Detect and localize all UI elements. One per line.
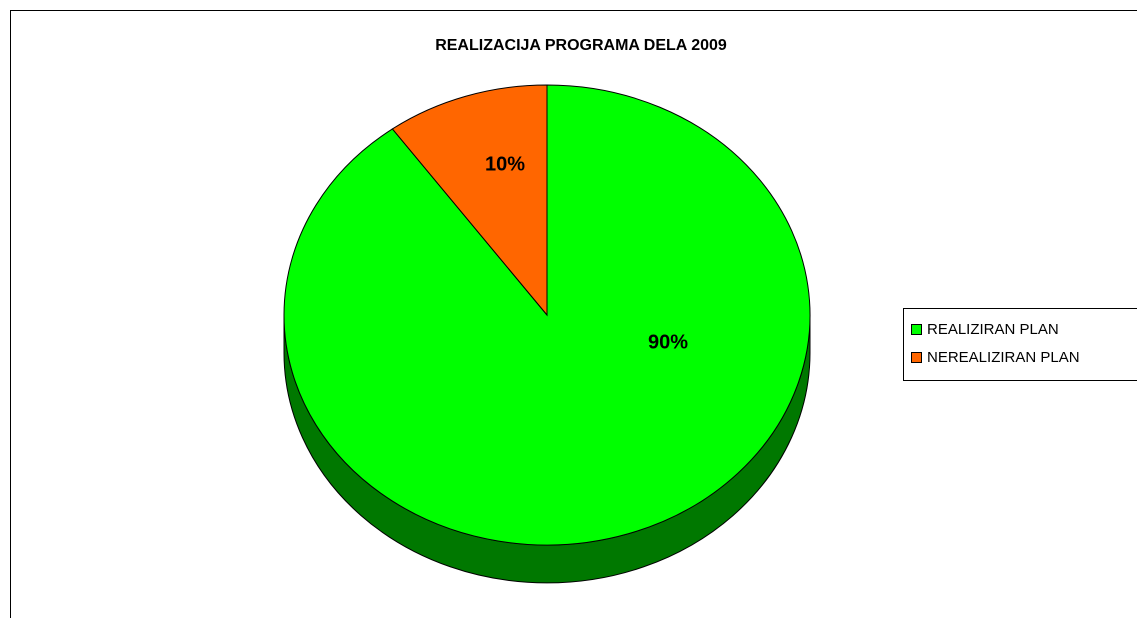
legend xyxy=(903,308,1137,381)
data-label: 10% xyxy=(485,153,525,175)
legend-label: NEREALIZIRAN PLAN xyxy=(927,349,1080,366)
legend-swatch xyxy=(911,324,922,335)
legend-label: REALIZIRAN PLAN xyxy=(927,321,1059,338)
chart-title: REALIZACIJA PROGRAMA DELA 2009 xyxy=(435,37,727,54)
pie-slice xyxy=(391,84,548,317)
data-label: 90% xyxy=(648,331,688,353)
legend-items: REALIZIRAN PLAN NEREALIZIRAN PLAN xyxy=(911,321,1080,366)
pie: 90% 10% xyxy=(283,84,811,584)
legend-swatch xyxy=(911,352,922,363)
